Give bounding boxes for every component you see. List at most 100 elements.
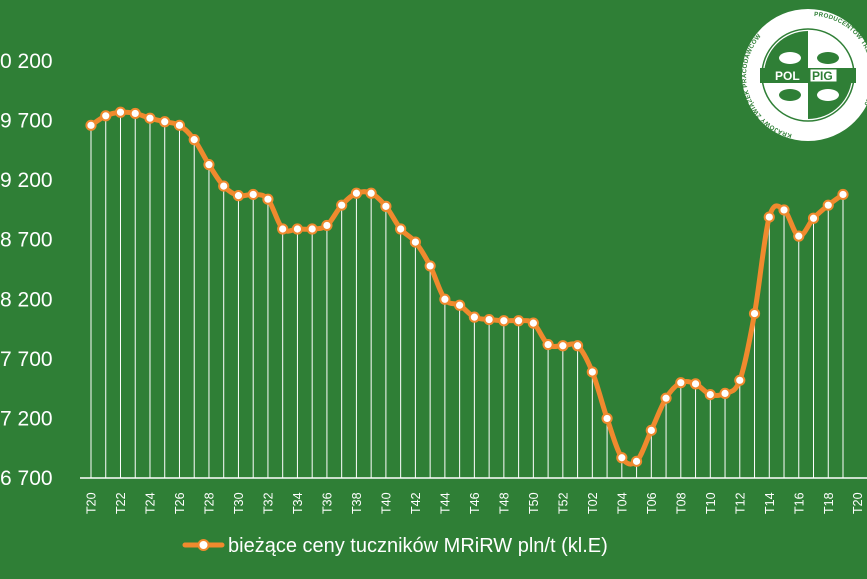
data-point xyxy=(778,204,790,216)
data-point xyxy=(262,193,274,205)
y-tick-label: 9 200 xyxy=(0,169,53,192)
data-point xyxy=(188,134,200,146)
x-tick-label: T08 xyxy=(674,492,688,514)
legend-label: bieżące ceny tuczników MRiRW pln/t (kl.E… xyxy=(228,535,608,557)
logo-pig-icon xyxy=(779,52,801,64)
y-axis: 0 200 9 700 9 200 8 700 8 200 7 700 7 200 6 700 xyxy=(0,50,53,490)
data-points xyxy=(85,106,849,467)
data-point xyxy=(793,230,805,242)
data-point xyxy=(350,187,363,199)
data-point xyxy=(409,236,421,248)
data-point xyxy=(424,260,436,272)
data-point xyxy=(247,188,259,201)
data-point xyxy=(100,110,112,122)
x-tick-label: T40 xyxy=(379,492,393,514)
data-point xyxy=(203,159,215,171)
data-point xyxy=(85,119,97,131)
data-point xyxy=(380,200,392,212)
drop-lines xyxy=(90,112,844,478)
data-point xyxy=(483,313,495,326)
y-tick-label: 9 700 xyxy=(0,110,53,133)
data-point xyxy=(114,106,127,118)
data-point xyxy=(159,116,171,128)
x-tick-label: T16 xyxy=(792,492,806,514)
x-tick-label: T30 xyxy=(232,492,246,514)
data-point xyxy=(291,223,304,235)
logo-pig-text: PIG xyxy=(812,69,833,83)
logo-pig-icon-2 xyxy=(817,52,839,64)
data-point xyxy=(763,211,775,223)
x-tick-label: T52 xyxy=(556,492,570,514)
data-point xyxy=(232,190,245,202)
y-tick-label: 7 200 xyxy=(0,407,53,430)
data-point xyxy=(439,293,451,305)
x-tick-label: T14 xyxy=(763,492,777,514)
data-point xyxy=(218,180,230,192)
x-tick-label: T12 xyxy=(733,492,747,514)
data-point xyxy=(660,392,672,404)
x-tick-label: T48 xyxy=(497,492,511,514)
data-point xyxy=(395,223,407,235)
logo-pig-icon-3 xyxy=(779,89,801,101)
data-point xyxy=(645,424,657,436)
logo-pol-text: POL xyxy=(775,69,800,83)
data-point xyxy=(306,223,318,235)
data-point xyxy=(321,219,333,232)
data-point xyxy=(675,377,687,389)
x-tick-label: T28 xyxy=(202,492,216,514)
x-tick-label: T18 xyxy=(822,492,836,514)
data-point xyxy=(277,223,289,235)
data-point xyxy=(719,387,731,400)
x-tick-label: T42 xyxy=(409,492,423,514)
x-tick-label: T24 xyxy=(143,492,157,514)
y-tick-label: 8 700 xyxy=(0,229,53,252)
x-tick-label: T20 xyxy=(851,492,865,514)
data-point xyxy=(454,299,466,311)
x-tick-label: T22 xyxy=(114,492,128,514)
data-point xyxy=(689,378,702,390)
x-tick-label: T10 xyxy=(704,492,718,514)
x-tick-label: T50 xyxy=(527,492,541,514)
data-point xyxy=(173,119,186,131)
x-tick-label: T26 xyxy=(173,492,187,514)
x-tick-label: T36 xyxy=(320,492,334,514)
data-point xyxy=(586,366,598,378)
y-tick-label: 0 200 xyxy=(0,50,53,73)
data-point xyxy=(365,187,377,199)
y-tick-label: 7 700 xyxy=(0,348,53,371)
y-tick-label: 8 200 xyxy=(0,288,53,311)
data-point xyxy=(822,199,834,211)
x-tick-label: T06 xyxy=(645,492,659,514)
x-tick-label: T44 xyxy=(438,492,452,514)
data-point xyxy=(734,374,746,386)
data-point xyxy=(542,338,554,351)
data-point xyxy=(527,317,539,329)
x-tick-label: T04 xyxy=(615,492,629,514)
data-point xyxy=(468,311,480,323)
data-point xyxy=(616,452,628,464)
x-tick-label: T20 xyxy=(85,492,99,514)
x-tick-label: T02 xyxy=(586,492,600,514)
data-point xyxy=(557,340,569,352)
data-point xyxy=(336,199,348,211)
logo-pig-icon-4 xyxy=(817,89,839,101)
data-point xyxy=(513,315,525,327)
legend: bieżące ceny tuczników MRiRW pln/t (kl.E… xyxy=(182,535,608,557)
y-tick-label: 6 700 xyxy=(0,467,53,490)
data-point xyxy=(837,188,849,201)
x-tick-label: T32 xyxy=(261,492,275,514)
data-point xyxy=(129,107,141,120)
data-point xyxy=(807,212,820,224)
x-tick-label: T38 xyxy=(350,492,364,514)
legend-swatch-marker xyxy=(197,539,210,551)
logo-band-box xyxy=(809,68,838,83)
data-point xyxy=(498,315,510,327)
polpig-logo: POL PIG KRAJOWY ZWIĄZEK PRACODAWCÓW PROD… xyxy=(741,9,867,141)
x-axis: T20 T22 T24 T26 T28 T30 T32 T34 T36 T38 T40 T42 T44 T… xyxy=(85,492,866,514)
data-point xyxy=(571,340,584,352)
data-point xyxy=(630,455,643,467)
data-point xyxy=(748,307,761,320)
data-point xyxy=(601,412,613,425)
